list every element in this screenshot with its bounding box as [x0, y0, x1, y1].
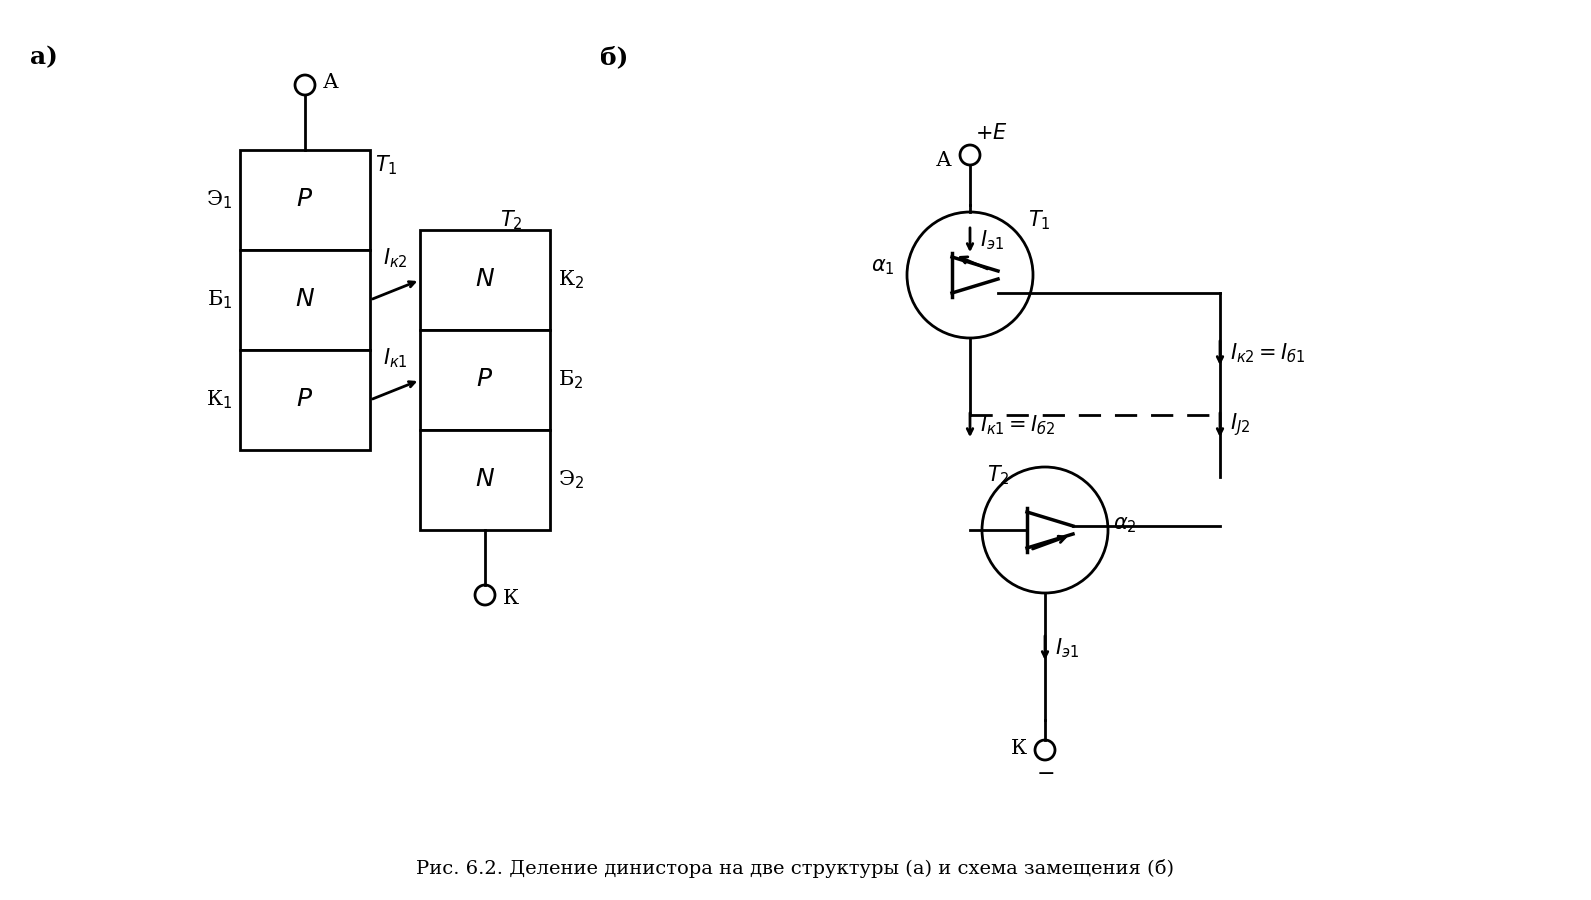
Bar: [420, 430, 550, 530]
Text: $\alpha_1$: $\alpha_1$: [872, 257, 896, 277]
Bar: [420, 230, 550, 330]
Text: Б$_1$: Б$_1$: [207, 289, 232, 311]
Text: $P$: $P$: [476, 368, 493, 392]
Text: К: К: [1010, 739, 1028, 758]
Text: Э$_1$: Э$_1$: [205, 189, 232, 212]
Text: б): б): [600, 45, 628, 69]
Text: а): а): [30, 45, 57, 69]
Text: Рис. 6.2. Деление динистора на две структуры (а) и схема замещения (б): Рис. 6.2. Деление динистора на две струк…: [415, 859, 1174, 877]
Text: А: А: [323, 73, 339, 92]
Bar: [240, 250, 371, 350]
Bar: [240, 150, 371, 250]
Text: Б$_2$: Б$_2$: [558, 369, 584, 392]
Text: К: К: [503, 589, 519, 608]
Text: $P$: $P$: [296, 188, 313, 212]
Text: А: А: [936, 150, 951, 169]
Text: $N$: $N$: [476, 268, 495, 292]
Text: К$_1$: К$_1$: [205, 389, 232, 411]
Text: $N$: $N$: [476, 469, 495, 491]
Text: $I_{к1}=I_{б2}$: $I_{к1}=I_{б2}$: [980, 413, 1055, 436]
Text: $\alpha_2$: $\alpha_2$: [1114, 515, 1136, 535]
Text: $N$: $N$: [294, 289, 315, 311]
Text: $I_{э1}$: $I_{э1}$: [980, 229, 1004, 252]
Text: $T_2$: $T_2$: [986, 464, 1010, 487]
Text: $-$: $-$: [1036, 761, 1055, 783]
Text: $T_1$: $T_1$: [375, 153, 398, 176]
Text: +$E$: +$E$: [975, 123, 1007, 143]
Text: $I_{э1}$: $I_{э1}$: [1055, 636, 1079, 660]
Bar: [420, 330, 550, 430]
Text: $I_{к2}=I_{б1}$: $I_{к2}=I_{б1}$: [1230, 341, 1306, 365]
Text: $I_{к2}$: $I_{к2}$: [382, 247, 407, 270]
Text: $I_{J2}$: $I_{J2}$: [1230, 411, 1251, 438]
Text: $T_1$: $T_1$: [1028, 208, 1050, 232]
Text: $P$: $P$: [296, 389, 313, 411]
Text: $I_{к1}$: $I_{к1}$: [382, 346, 407, 370]
Text: Э$_2$: Э$_2$: [558, 469, 584, 491]
Bar: [240, 350, 371, 450]
Text: $T_2$: $T_2$: [500, 208, 522, 232]
Text: К$_2$: К$_2$: [558, 269, 584, 292]
